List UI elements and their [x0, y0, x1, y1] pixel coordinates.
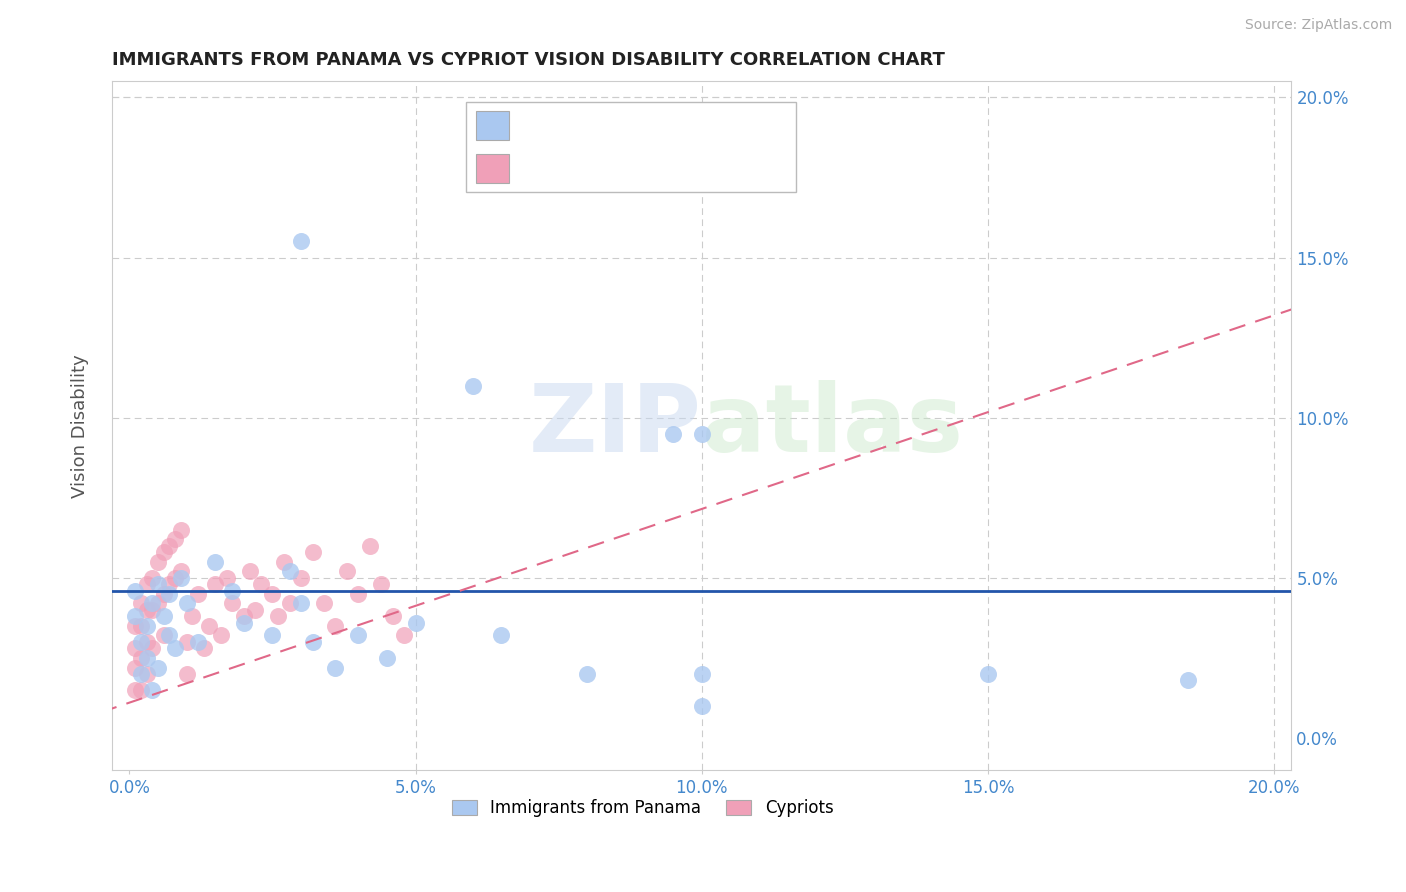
Point: [325, 660, 347, 674]
Point: [124, 583, 146, 598]
Point: [124, 682, 146, 697]
Point: [1177, 673, 1199, 688]
Point: [245, 603, 267, 617]
Point: [370, 577, 392, 591]
Point: [336, 565, 359, 579]
Point: [141, 571, 163, 585]
Point: [232, 609, 254, 624]
Point: [152, 587, 174, 601]
Point: [325, 619, 347, 633]
Point: [170, 565, 193, 579]
Point: [576, 667, 599, 681]
Point: [124, 641, 146, 656]
Point: [129, 619, 152, 633]
Point: [278, 597, 301, 611]
Point: [124, 619, 146, 633]
Point: [152, 545, 174, 559]
Point: [176, 635, 198, 649]
Point: [262, 587, 284, 601]
Point: [232, 615, 254, 630]
Point: [347, 587, 370, 601]
Point: [312, 597, 335, 611]
Point: [129, 651, 152, 665]
Point: [187, 587, 209, 601]
Point: [181, 609, 204, 624]
Point: [141, 682, 163, 697]
Point: [146, 555, 169, 569]
Point: [129, 682, 152, 697]
Point: [491, 628, 513, 642]
Point: [290, 571, 312, 585]
Point: [135, 619, 157, 633]
Point: [141, 603, 163, 617]
Y-axis label: Vision Disability: Vision Disability: [72, 354, 89, 498]
Point: [662, 426, 685, 441]
Point: [198, 619, 221, 633]
Point: [124, 609, 146, 624]
Point: [290, 235, 312, 249]
Point: [221, 583, 243, 598]
Point: [347, 628, 370, 642]
Point: [152, 609, 174, 624]
Text: IMMIGRANTS FROM PANAMA VS CYPRIOT VISION DISABILITY CORRELATION CHART: IMMIGRANTS FROM PANAMA VS CYPRIOT VISION…: [112, 51, 945, 69]
Point: [146, 597, 169, 611]
Point: [135, 667, 157, 681]
Point: [135, 651, 157, 665]
Point: [392, 628, 415, 642]
Point: [690, 426, 713, 441]
Point: [176, 597, 198, 611]
Point: [461, 378, 484, 392]
Point: [170, 571, 193, 585]
Point: [146, 577, 169, 591]
Point: [165, 533, 187, 547]
Point: [381, 609, 404, 624]
Point: [290, 597, 312, 611]
Text: ZIP: ZIP: [529, 380, 702, 472]
Point: [170, 523, 193, 537]
Point: [135, 577, 157, 591]
Point: [135, 635, 157, 649]
Point: [278, 565, 301, 579]
Point: [301, 635, 323, 649]
Legend: Immigrants from Panama, Cypriots: Immigrants from Panama, Cypriots: [446, 792, 841, 823]
Point: [124, 660, 146, 674]
Point: [129, 667, 152, 681]
Point: [238, 565, 260, 579]
Point: [129, 635, 152, 649]
Point: [193, 641, 215, 656]
Point: [209, 628, 232, 642]
Point: [204, 577, 226, 591]
Point: [301, 545, 323, 559]
Point: [405, 615, 427, 630]
Point: [146, 660, 169, 674]
Point: [141, 641, 163, 656]
Point: [157, 539, 180, 553]
Point: [204, 555, 226, 569]
Text: atlas: atlas: [702, 380, 963, 472]
Point: [176, 667, 198, 681]
Point: [141, 597, 163, 611]
Point: [157, 628, 180, 642]
Point: [221, 597, 243, 611]
Point: [215, 571, 238, 585]
Point: [129, 597, 152, 611]
Point: [375, 651, 398, 665]
Point: [977, 667, 1000, 681]
Point: [165, 571, 187, 585]
Point: [690, 667, 713, 681]
Point: [135, 603, 157, 617]
Point: [250, 577, 273, 591]
Point: [273, 555, 295, 569]
Point: [165, 641, 187, 656]
Point: [152, 628, 174, 642]
Text: Source: ZipAtlas.com: Source: ZipAtlas.com: [1244, 18, 1392, 32]
Point: [157, 577, 180, 591]
Point: [267, 609, 290, 624]
Point: [262, 628, 284, 642]
Point: [359, 539, 381, 553]
Point: [690, 698, 713, 713]
Point: [187, 635, 209, 649]
Point: [157, 587, 180, 601]
